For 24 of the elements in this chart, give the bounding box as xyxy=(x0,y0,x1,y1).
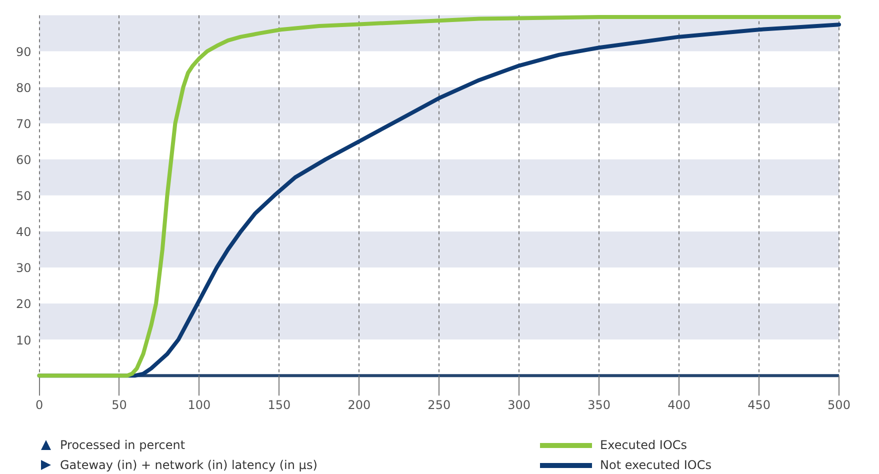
x-tick-label: 100 xyxy=(188,398,211,412)
x-tick-label: 400 xyxy=(668,398,691,412)
legend-label: Executed IOCs xyxy=(600,438,688,452)
x-tick-label: 350 xyxy=(588,398,611,412)
x-tick-label: 450 xyxy=(748,398,770,412)
y-tick-label: 50 xyxy=(16,189,32,204)
y-tick-label: 40 xyxy=(16,225,32,240)
text: Gateway (in) + network (in) latency (in µs) xyxy=(60,458,318,472)
x-tick-label: 150 xyxy=(268,398,291,412)
legend-label: Not executed IOCs xyxy=(600,458,712,472)
x-tick-label: 50 xyxy=(112,398,127,412)
y-tick-label: 10 xyxy=(16,333,32,348)
x-tick-label: 500 xyxy=(828,398,850,412)
x-tick-label: 300 xyxy=(508,398,531,412)
x-tick-label: 200 xyxy=(348,398,371,412)
y-tick-label: 80 xyxy=(16,81,32,96)
y-tick-label: 30 xyxy=(16,261,32,276)
y-tick-label: 60 xyxy=(16,153,32,168)
text: Processed in percent xyxy=(60,438,186,452)
y-tick-label: 20 xyxy=(16,297,32,312)
x-tick-label: 0 xyxy=(35,398,44,412)
y-tick-label: 70 xyxy=(16,117,32,132)
x-tick-label: 250 xyxy=(428,398,451,412)
y-tick-label: 90 xyxy=(16,44,32,59)
